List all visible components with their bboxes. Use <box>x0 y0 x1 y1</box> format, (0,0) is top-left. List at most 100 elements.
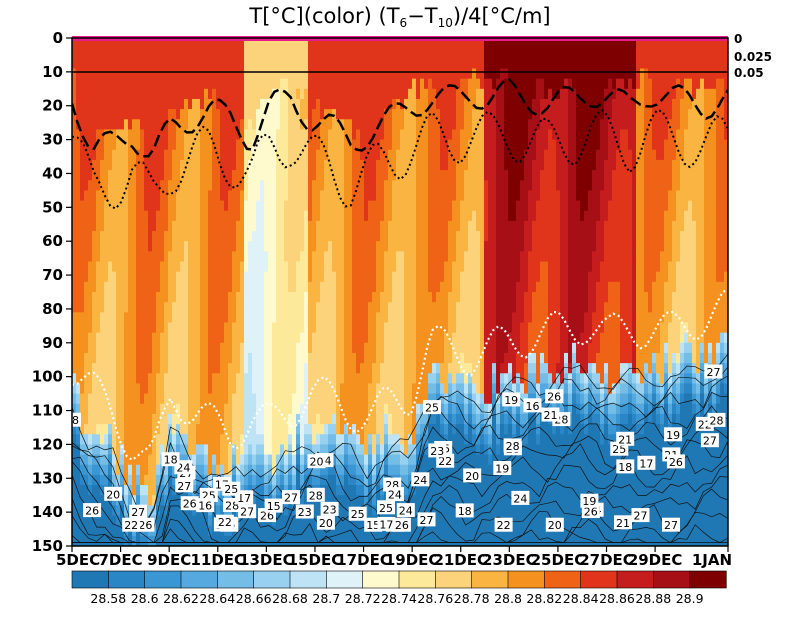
right-tick-label: 0.025 <box>734 50 772 64</box>
contour-label: 27 <box>175 478 194 493</box>
heat-column <box>300 38 305 546</box>
heat-column <box>516 38 521 546</box>
heat-column <box>392 38 397 546</box>
heat-column <box>260 38 265 546</box>
right-axis: 0 0.025 0.05 <box>734 32 772 80</box>
contour-label: 25 <box>423 400 441 415</box>
contour-label: 16 <box>523 398 542 413</box>
heat-column <box>188 38 193 546</box>
contour-label: 27 <box>417 512 436 527</box>
heat-column <box>724 38 728 546</box>
heat-column <box>604 38 609 546</box>
heat-column <box>500 38 505 546</box>
colorbar-swatch <box>616 570 654 589</box>
heat-column <box>676 38 681 546</box>
heat-column <box>348 38 353 546</box>
plot-frame <box>71 37 729 547</box>
heat-column <box>128 38 133 546</box>
heat-column <box>156 38 161 546</box>
contour-label: 24 <box>396 503 415 518</box>
heat-column <box>124 38 129 546</box>
heat-column <box>600 38 605 546</box>
heat-column <box>372 38 377 546</box>
heat-column <box>564 38 569 546</box>
heat-column <box>244 38 249 546</box>
contour-label: 20 <box>104 486 123 501</box>
contour-label: 27 <box>238 504 257 519</box>
heat-column <box>688 38 693 546</box>
heat-column <box>720 38 725 546</box>
contour-label: 24 <box>411 472 430 487</box>
y-tick-label: 140 <box>32 503 63 521</box>
heat-column <box>672 38 677 546</box>
heat-column <box>196 38 201 546</box>
contour-label: 20 <box>316 515 335 530</box>
colorbar-swatch <box>471 570 509 589</box>
colorbar-label: 28.9 <box>676 591 704 606</box>
y-tick-label: 30 <box>42 131 63 149</box>
colorbar-swatch <box>398 570 436 589</box>
heat-column <box>148 38 153 546</box>
heat-column <box>116 38 121 546</box>
heat-column <box>180 38 185 546</box>
heat-column <box>200 38 205 546</box>
heat-column <box>216 38 221 546</box>
contour-label: 22 <box>215 514 234 529</box>
heat-column <box>408 38 413 546</box>
x-tick-label: 9DEC <box>147 551 191 569</box>
heat-column <box>312 38 317 546</box>
heat-column <box>168 38 173 546</box>
plot-area: 2825272427262528272625242120232219272628… <box>72 38 728 546</box>
heat-column <box>404 38 409 546</box>
contour-label: 20 <box>307 454 326 469</box>
contour-label: 19 <box>502 392 521 407</box>
y-tick-label: 40 <box>42 164 63 182</box>
contour-label: 21 <box>614 515 632 530</box>
heat-column <box>248 38 253 546</box>
isoline-dotted-black <box>72 109 728 210</box>
heat-column <box>224 38 229 546</box>
heat-column <box>716 38 721 546</box>
heat-column <box>288 38 293 546</box>
contour-labels: 2825272427262528272625242120232219272628… <box>72 364 726 532</box>
y-tick-label: 70 <box>42 266 63 284</box>
colorbar-label: 28.86 <box>599 591 635 606</box>
contour-label: 27 <box>704 364 723 379</box>
contour-label: 20 <box>463 468 482 483</box>
heat-column <box>364 38 369 546</box>
heat-column <box>304 38 309 546</box>
heat-column <box>436 38 441 546</box>
contour-label: 26 <box>545 389 564 404</box>
y-tick-label: 60 <box>42 232 63 250</box>
heat-column <box>212 38 217 546</box>
heat-column <box>144 38 149 546</box>
y-tick-label: 150 <box>32 537 63 555</box>
heat-column <box>280 38 285 546</box>
colorbar-swatch <box>435 570 473 589</box>
contour-label: 17 <box>637 455 656 470</box>
heat-column <box>528 38 533 546</box>
heat-column <box>292 38 297 546</box>
heat-column <box>360 38 365 546</box>
heat-column <box>680 38 685 546</box>
colorbar: 28.58 28.6 28.62 28.64 28.66 28.68 28.7 28.72 28… <box>71 570 727 606</box>
y-tick-label: 120 <box>32 435 63 453</box>
heat-column <box>484 38 489 546</box>
heat-column <box>448 38 453 546</box>
x-tick-label: 5DEC <box>56 551 100 569</box>
heat-column <box>208 38 213 546</box>
contour-label: 26 <box>83 503 102 518</box>
x-tick-label: 27DEC <box>579 551 634 569</box>
colorbar-swatch <box>253 570 291 589</box>
contour-label: 25 <box>222 481 241 496</box>
heat-column <box>480 38 485 546</box>
contour-label: 27 <box>282 490 300 505</box>
contour-label: 24 <box>511 490 530 505</box>
colorbar-swatch <box>653 570 691 589</box>
heat-column <box>648 38 653 546</box>
contour-label: 28 <box>503 438 522 453</box>
y-tick-label: 10 <box>42 63 63 81</box>
heat-column <box>432 38 437 546</box>
heat-column <box>88 38 93 546</box>
colorbar-swatch <box>108 570 146 589</box>
